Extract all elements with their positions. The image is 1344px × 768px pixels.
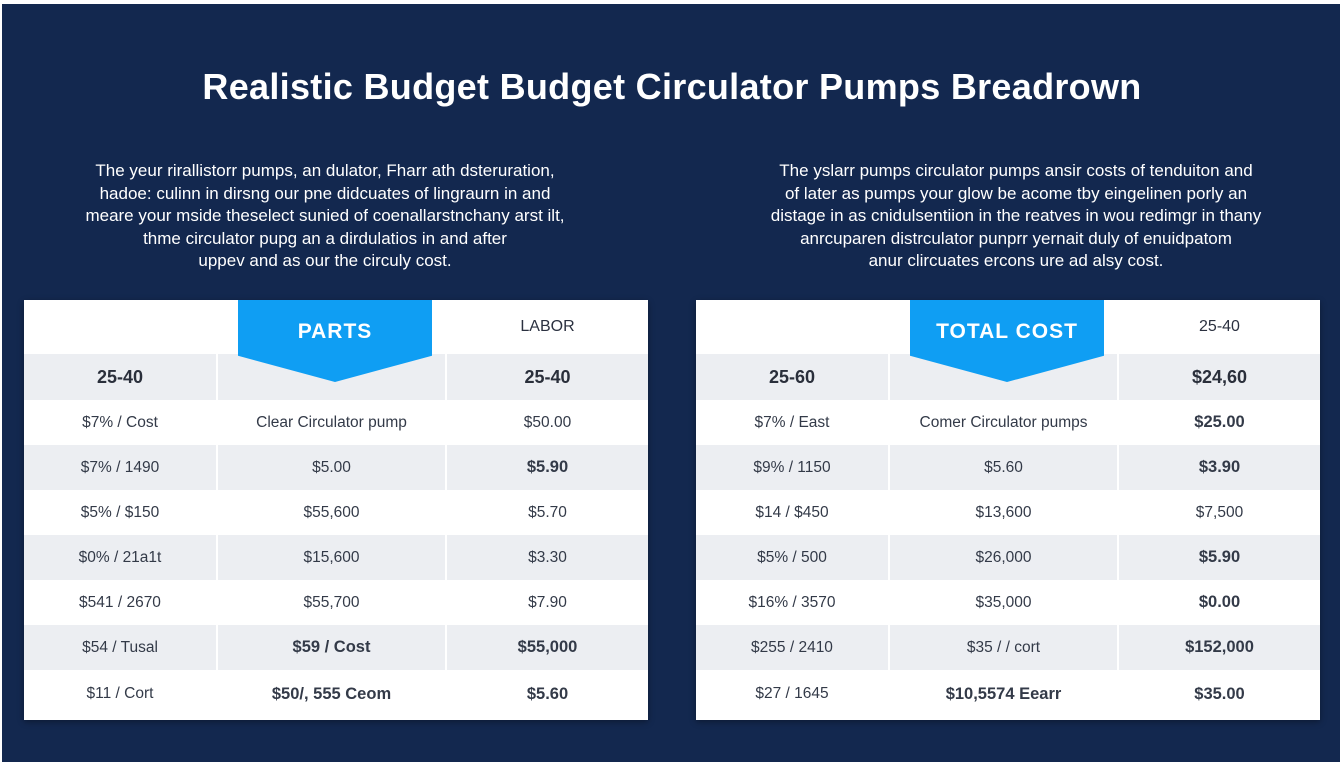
intro-line: of later as pumps your glow be acome tby… (784, 183, 1248, 203)
table-subheader-row: 25-40 25-40 (24, 354, 648, 400)
subheader-cell: 25-40 (24, 354, 218, 400)
intro-line: meare your mside theselect sunied of coe… (85, 206, 565, 225)
table-cell: $16% / 3570 (696, 580, 890, 625)
right-intro-paragraph: The yslarr pumps circulator pumps ansir … (736, 160, 1296, 273)
parts-labor-table-card: PARTS LABOR 25-40 25-40 $7% / Cost Clear… (24, 300, 648, 720)
table-cell: $10,5574 Eearr (889, 670, 1119, 718)
table-row: $5% / 500 $26,000 $5.90 (696, 535, 1320, 580)
table-cell: $50.00 (523, 413, 572, 431)
left-intro-paragraph: The yeur rirallistorr pumps, an dulator,… (45, 160, 605, 273)
table-cell: $54 / Tusal (24, 625, 218, 670)
table-cell: $5.70 (528, 503, 567, 521)
intro-line: hadoe: culinn in dirsng our pne didcuate… (99, 183, 551, 203)
table-row: $5% / $150 $55,600 $5.70 (24, 490, 648, 535)
table-cell: $5.60 (889, 445, 1119, 490)
table-cell: $5.00 (217, 445, 447, 490)
table-cell: $5.90 (446, 445, 648, 490)
subheader-cell: $24,60 (1118, 354, 1320, 400)
table-cell: $35.00 (1194, 684, 1245, 703)
table-cell: $152,000 (1118, 625, 1320, 670)
header-cell-parts: PARTS (217, 300, 447, 382)
table-cell: $5.60 (526, 684, 569, 703)
table-cell: $7.90 (528, 593, 567, 611)
table-cell: $7% / 1490 (24, 445, 218, 490)
table-cell: $7,500 (1195, 503, 1244, 521)
total-cost-table-card: TOTAL COST 25-40 25-60 $24,60 $7% / East… (696, 300, 1320, 720)
table-cell: $11 / Cort (24, 670, 218, 718)
table-row: $7% / East Comer Circulator pumps $25.00 (696, 400, 1320, 445)
intro-line: The yslarr pumps circulator pumps ansir … (779, 161, 1253, 180)
table-cell: $35 / / cort (889, 625, 1119, 670)
intro-line: distage in as cnidulsentiion in the reat… (770, 206, 1262, 225)
table-row: $9% / 1150 $5.60 $3.90 (696, 445, 1320, 490)
table-cell: $35,000 (889, 580, 1119, 625)
header-cell-range: 25-40 (1199, 318, 1240, 335)
intro-line: anrcuparen distrculator punprr yernait d… (800, 228, 1232, 248)
table-row: $16% / 3570 $35,000 $0.00 (696, 580, 1320, 625)
table-row: $541 / 2670 $55,700 $7.90 (24, 580, 648, 625)
table-cell: $5.90 (1118, 535, 1320, 580)
intro-line: The yeur rirallistorr pumps, an dulator,… (95, 161, 555, 180)
table-cell: $541 / 2670 (24, 580, 218, 625)
table-cell: $14 / $450 (696, 490, 890, 535)
intro-line: thme circulator pupg an a dirdulatios in… (143, 228, 507, 248)
table-cell: $13,600 (889, 490, 1119, 535)
subheader-cell: 25-60 (696, 354, 890, 400)
table-row: $27 / 1645 $10,5574 Eearr $35.00 (696, 670, 1320, 718)
table-cell: $55,600 (217, 490, 447, 535)
intro-line: anur clircuates ercons ure ad alsy cost. (868, 251, 1164, 270)
table-row: $255 / 2410 $35 / / cort $152,000 (696, 625, 1320, 670)
table-cell: $15,600 (217, 535, 447, 580)
table-cell: $3.30 (446, 535, 648, 580)
table-cell: $0% / 21a1t (24, 535, 218, 580)
table-cell: $55,700 (217, 580, 447, 625)
header-cell-empty (696, 300, 890, 354)
table-cell: $5% / 500 (696, 535, 890, 580)
table-cell: Comer Circulator pumps (889, 400, 1119, 445)
table-row: $7% / Cost Clear Circulator pump $50.00 (24, 400, 648, 445)
intro-line: uppev and as our the circuly cost. (198, 251, 452, 270)
table-row: $11 / Cort $50/, 555 Ceom $5.60 (24, 670, 648, 718)
table-cell: Clear Circulator pump (217, 400, 447, 445)
table-cell: $59 / Cost (217, 625, 447, 670)
table-row: $14 / $450 $13,600 $7,500 (696, 490, 1320, 535)
table-cell: $0.00 (1198, 593, 1241, 611)
table-cell: $9% / 1150 (696, 445, 890, 490)
total-cost-table: TOTAL COST 25-40 25-60 $24,60 $7% / East… (696, 300, 1320, 718)
table-row: $54 / Tusal $59 / Cost $55,000 (24, 625, 648, 670)
table-cell: $55,000 (446, 625, 648, 670)
table-cell: $27 / 1645 (696, 670, 890, 718)
table-cell: $25.00 (1194, 413, 1245, 431)
table-row: $0% / 21a1t $15,600 $3.30 (24, 535, 648, 580)
parts-labor-table: PARTS LABOR 25-40 25-40 $7% / Cost Clear… (24, 300, 648, 718)
subheader-cell: 25-40 (446, 354, 648, 400)
table-cell: $26,000 (889, 535, 1119, 580)
table-row: $7% / 1490 $5.00 $5.90 (24, 445, 648, 490)
table-cell: $3.90 (1118, 445, 1320, 490)
header-cell-total-cost: TOTAL COST (889, 300, 1119, 382)
table-cell: $7% / Cost (24, 400, 218, 445)
header-cell-empty (24, 300, 218, 354)
table-cell: $7% / East (696, 400, 890, 445)
header-cell-labor: LABOR (520, 318, 575, 335)
table-cell: $5% / $150 (24, 490, 218, 535)
table-cell: $50/, 555 Ceom (217, 670, 447, 718)
table-cell: $255 / 2410 (696, 625, 890, 670)
table-header-row: PARTS LABOR (24, 300, 648, 382)
table-header-row: TOTAL COST 25-40 (696, 300, 1320, 382)
page-title: Realistic Budget Budget Circulator Pumps… (202, 66, 1142, 107)
